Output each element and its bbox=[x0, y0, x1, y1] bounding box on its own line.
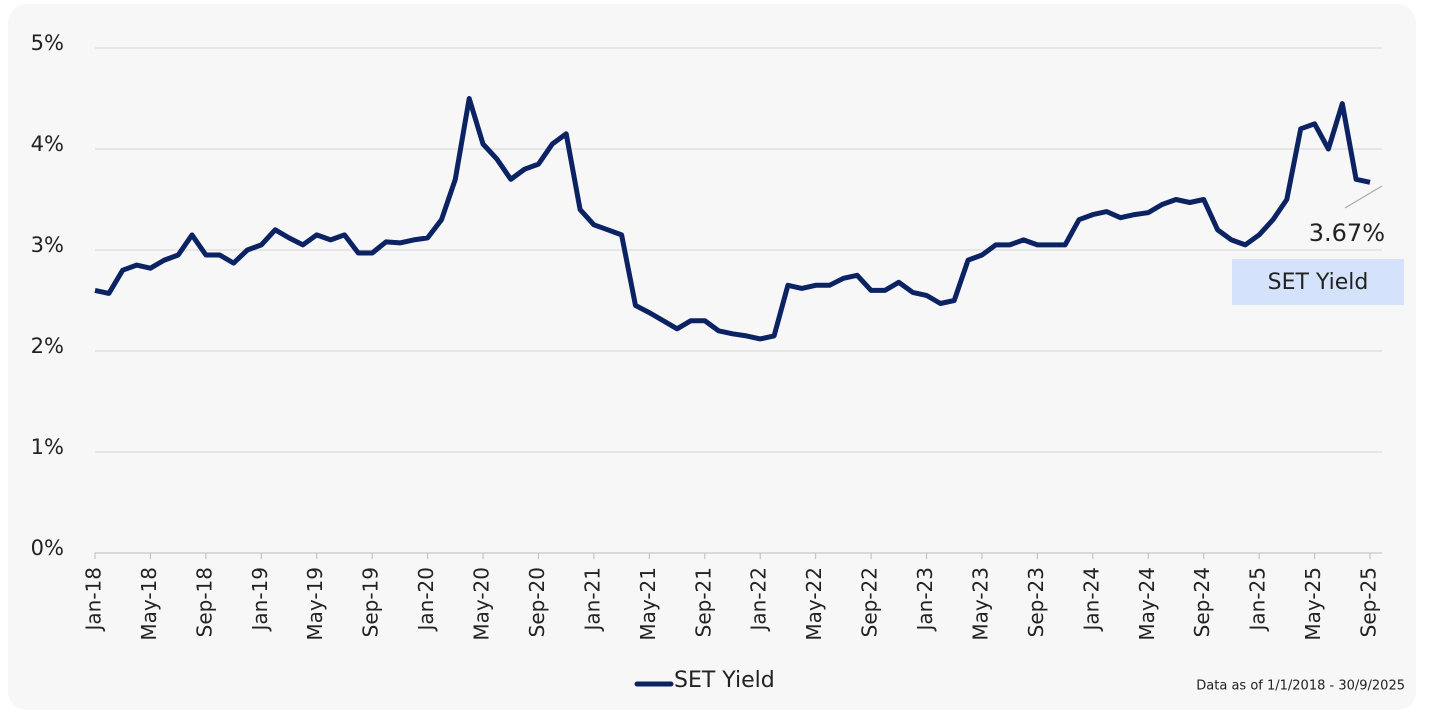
x-tick-label: Jan-18 bbox=[82, 567, 106, 633]
x-tick-label: Sep-21 bbox=[691, 567, 715, 637]
x-tick-label: Sep-22 bbox=[858, 567, 882, 637]
footnote: Data as of 1/1/2018 - 30/9/2025 bbox=[1196, 679, 1405, 694]
x-tick-label: May-22 bbox=[802, 567, 826, 641]
x-tick-label: May-24 bbox=[1135, 567, 1159, 641]
x-tick-label: Jan-24 bbox=[1079, 567, 1103, 633]
annotation-leader bbox=[1344, 185, 1383, 209]
x-tick-label: Jan-21 bbox=[580, 567, 604, 633]
legend-label: SET Yield bbox=[674, 668, 775, 693]
series-line bbox=[94, 96, 1371, 342]
y-tick-label: 0% bbox=[31, 536, 64, 560]
x-tick-label: Jan-23 bbox=[913, 567, 937, 633]
x-tick-label: May-23 bbox=[968, 567, 992, 641]
x-tick-label: Sep-25 bbox=[1357, 567, 1381, 637]
y-tick-label: 1% bbox=[31, 435, 64, 459]
end-label-box bbox=[1232, 259, 1404, 305]
x-tick-label: Jan-22 bbox=[747, 567, 771, 633]
x-tick-label: May-25 bbox=[1301, 567, 1325, 641]
x-tick-label: Jan-20 bbox=[414, 567, 438, 633]
x-tick-label: Jan-25 bbox=[1246, 567, 1270, 633]
x-tick-label: Sep-20 bbox=[525, 567, 549, 637]
x-tick-label: Sep-24 bbox=[1190, 567, 1214, 637]
y-tick-label: 5% bbox=[31, 31, 64, 55]
x-tick-label: Sep-19 bbox=[359, 567, 383, 637]
end-label: SET Yield bbox=[1268, 270, 1369, 295]
x-tick-label: Jan-19 bbox=[248, 567, 272, 633]
annotation: 3.67% bbox=[1309, 219, 1385, 247]
x-tick-label: May-18 bbox=[137, 567, 161, 641]
x-tick-label: May-19 bbox=[303, 567, 327, 641]
x-tick-label: Sep-18 bbox=[192, 567, 216, 637]
x-tick-label: May-20 bbox=[470, 567, 494, 641]
y-tick-label: 4% bbox=[31, 132, 64, 156]
y-tick-label: 3% bbox=[31, 233, 64, 257]
panel bbox=[8, 4, 1416, 710]
y-tick-label: 2% bbox=[31, 334, 64, 358]
x-tick-label: May-21 bbox=[636, 567, 660, 641]
x-tick-label: Sep-23 bbox=[1024, 567, 1048, 637]
